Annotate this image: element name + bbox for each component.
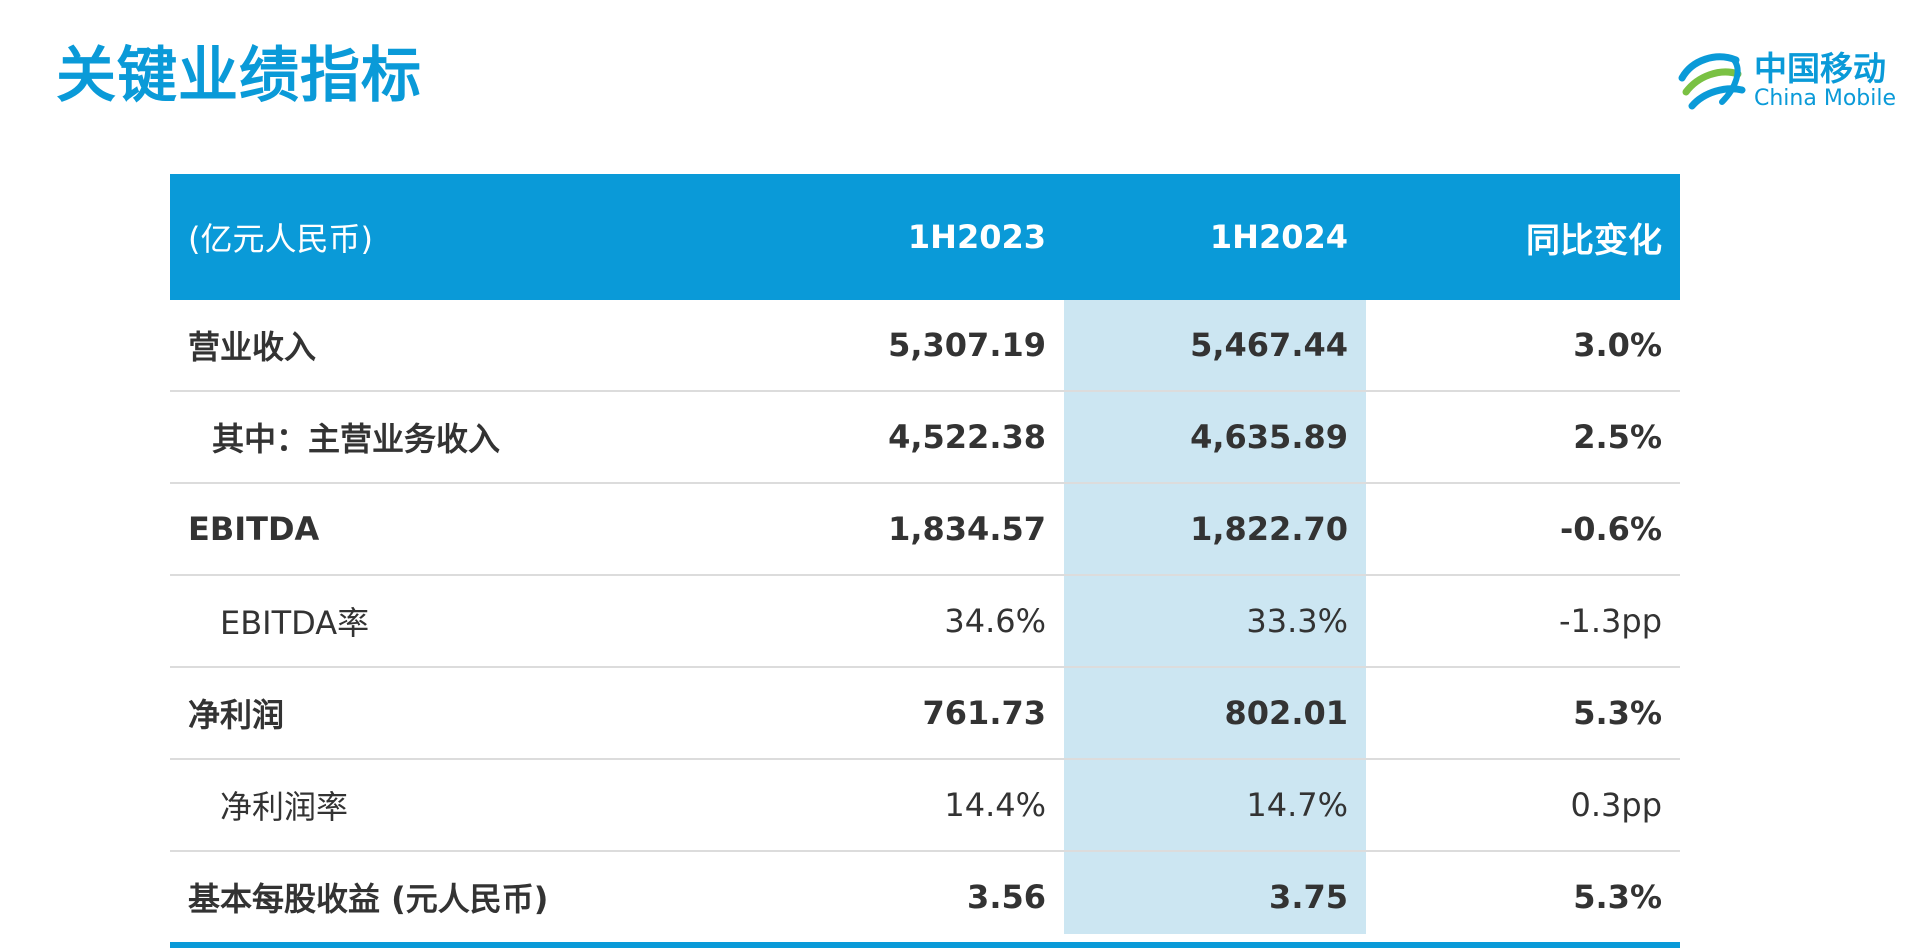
value-yoy: 5.3% xyxy=(1573,694,1662,732)
value-1h2023: 3.56 xyxy=(967,878,1046,916)
value-1h2023: 14.4% xyxy=(944,786,1046,824)
header-1h2024: 1H2024 xyxy=(1209,218,1348,256)
table-header-row: (亿元人民币) 1H2023 1H2024 同比变化 xyxy=(170,174,1680,300)
value-yoy: 2.5% xyxy=(1573,418,1662,456)
value-1h2024: 1,822.70 xyxy=(1190,510,1348,548)
value-yoy: -0.6% xyxy=(1559,510,1662,548)
row-label: 基本每股收益 (元人民币) xyxy=(188,880,549,918)
row-label: EBITDA xyxy=(188,510,320,548)
value-yoy: -1.3pp xyxy=(1558,602,1662,640)
table-row: EBITDA 1,834.57 1,822.70 -0.6% xyxy=(170,484,1680,576)
table-row: 净利润率 14.4% 14.7% 0.3pp xyxy=(170,760,1680,852)
row-label: 净利润率 xyxy=(220,788,349,826)
value-1h2024: 33.3% xyxy=(1246,602,1348,640)
value-1h2023: 4,522.38 xyxy=(888,418,1046,456)
page-title: 关键业绩指标 xyxy=(56,41,422,111)
china-mobile-logo: 中国移动 China Mobile xyxy=(1676,48,1898,116)
table-row: EBITDA率 34.6% 33.3% -1.3pp xyxy=(170,576,1680,668)
value-1h2024: 3.75 xyxy=(1269,878,1348,916)
value-1h2023: 5,307.19 xyxy=(888,326,1046,364)
table-row: 其中：主营业务收入 4,522.38 4,635.89 2.5% xyxy=(170,392,1680,484)
china-mobile-logo-icon xyxy=(1678,53,1746,110)
row-label: EBITDA率 xyxy=(220,604,370,642)
header-1h2023: 1H2023 xyxy=(907,218,1046,256)
row-label: 其中：主营业务收入 xyxy=(212,420,501,458)
value-yoy: 5.3% xyxy=(1573,878,1662,916)
value-1h2024: 802.01 xyxy=(1224,694,1348,732)
value-1h2024: 4,635.89 xyxy=(1190,418,1348,456)
table-row: 营业收入 5,307.19 5,467.44 3.0% xyxy=(170,300,1680,392)
logo-text-english: China Mobile xyxy=(1754,86,1897,111)
value-1h2023: 761.73 xyxy=(922,694,1046,732)
value-yoy: 0.3pp xyxy=(1570,786,1662,824)
value-1h2024: 14.7% xyxy=(1246,786,1348,824)
header-unit: (亿元人民币) xyxy=(188,220,373,258)
value-1h2023: 34.6% xyxy=(944,602,1046,640)
table-row: 基本每股收益 (元人民币) 3.56 3.75 5.3% xyxy=(170,852,1680,942)
header-yoy-change: 同比变化 xyxy=(1526,220,1662,261)
logo-text-chinese: 中国移动 xyxy=(1754,49,1886,88)
row-label: 营业收入 xyxy=(188,328,317,366)
kpi-table: (亿元人民币) 1H2023 1H2024 同比变化 营业收入 5,307.19… xyxy=(170,174,1680,948)
highlight-column-1h2024 xyxy=(1064,300,1366,934)
row-label: 净利润 xyxy=(188,696,285,734)
value-1h2024: 5,467.44 xyxy=(1190,326,1348,364)
table-row: 净利润 761.73 802.01 5.3% xyxy=(170,668,1680,760)
value-yoy: 3.0% xyxy=(1573,326,1662,364)
value-1h2023: 1,834.57 xyxy=(888,510,1046,548)
